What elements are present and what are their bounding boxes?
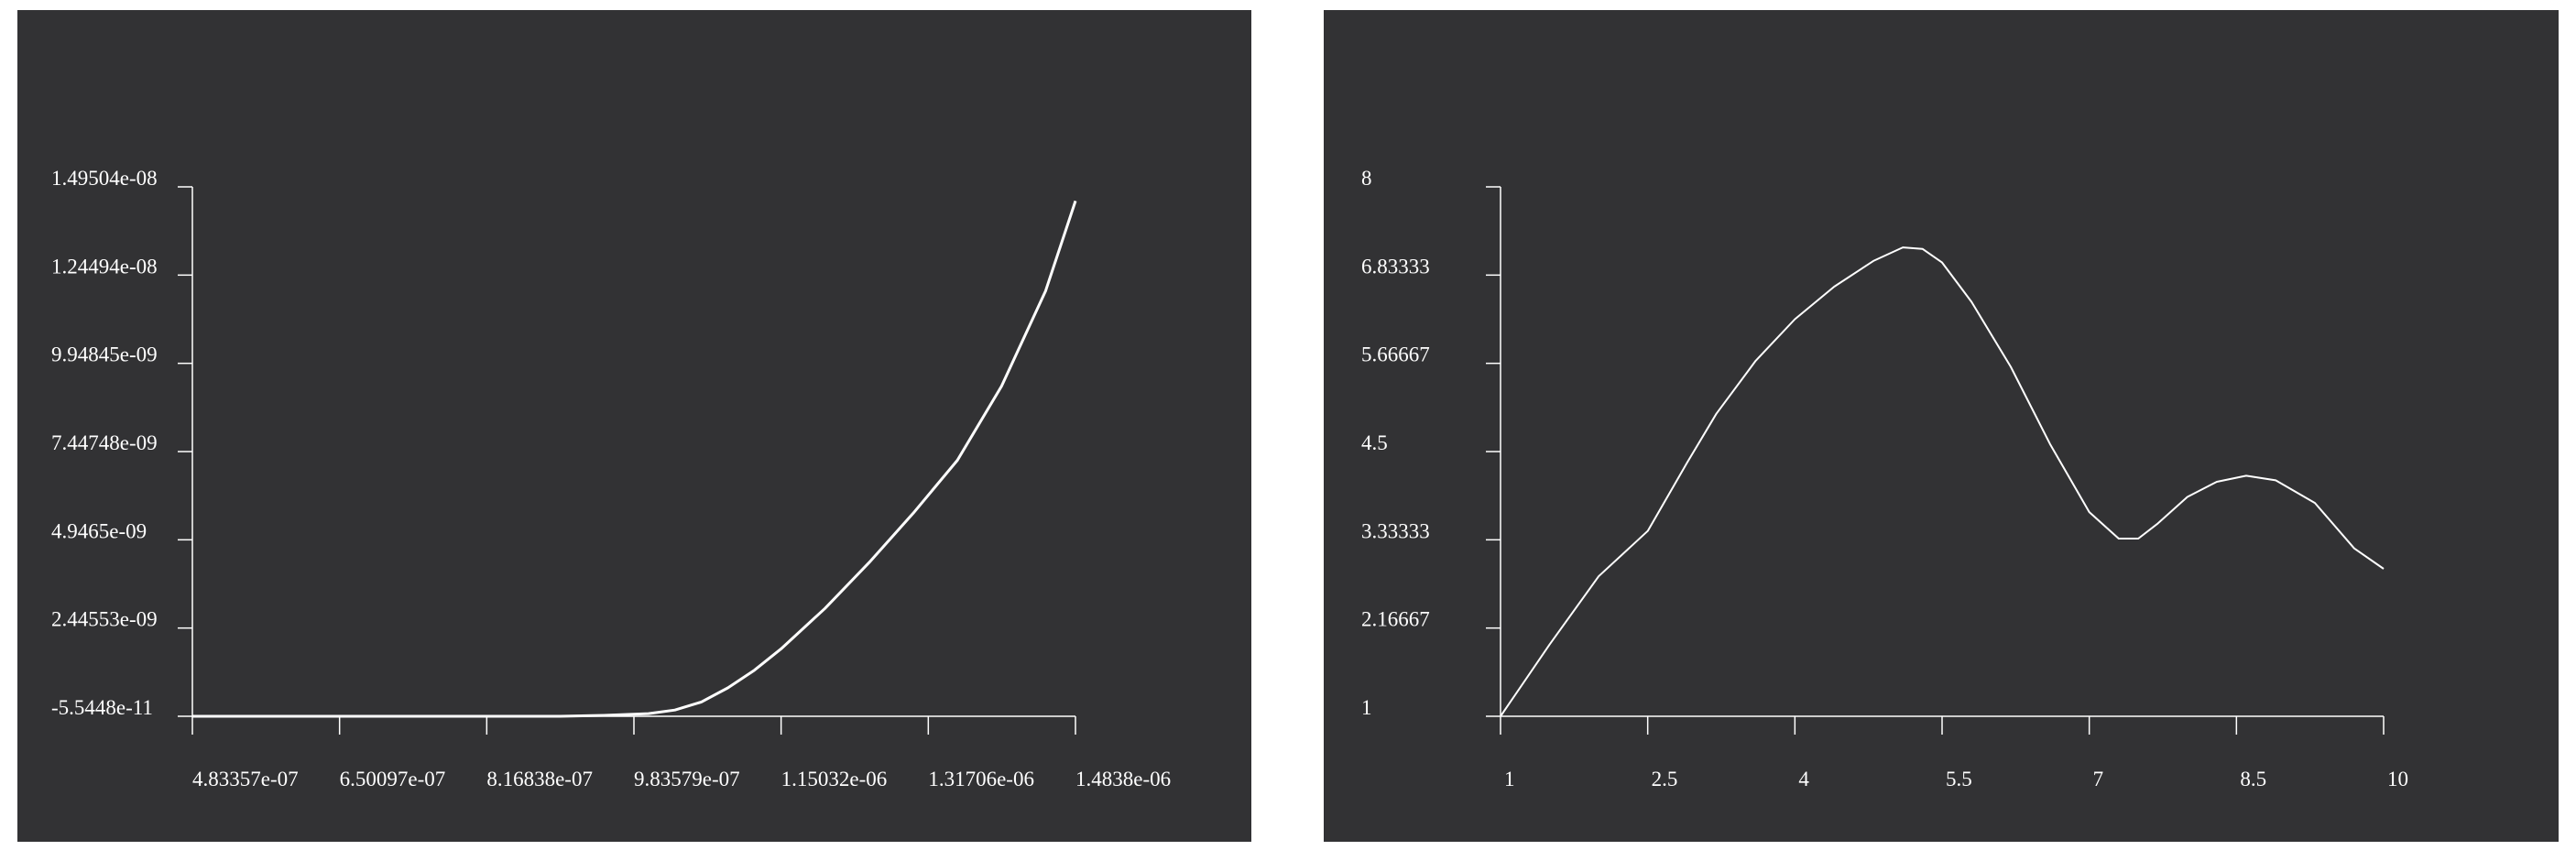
y-tick-label: 1.49504e-08 [51, 167, 158, 190]
x-tick-label: 1 [1504, 768, 1515, 790]
x-tick-label: 8.5 [2240, 768, 2266, 790]
chart-panel-right [1324, 10, 2559, 842]
y-tick-label: 1.24494e-08 [51, 255, 158, 278]
chart-1: -5.5448e-11 2.44553e-09 4.9465e-09 7.44748e… [51, 167, 1171, 790]
x-tick-label: 2.5 [1652, 768, 1678, 790]
y-tick-label: 3.33333 [1361, 519, 1430, 542]
x-tick-label: 1.31706e-06 [928, 768, 1034, 790]
y-tick-label: 1 [1361, 696, 1372, 719]
y-tick-label: 5.66667 [1361, 343, 1430, 366]
series-line-1 [1500, 246, 2385, 717]
x-tick-label: 7 [2093, 768, 2104, 790]
x-tick-label: 1.4838e-06 [1075, 768, 1171, 790]
chart-2: 1 2.16667 3.33333 4.5 5.66667 6.83333 8 1 2.5 4 5.… [1361, 167, 2408, 790]
y-tick-label: 4.5 [1361, 431, 1388, 454]
x-tick-label: 6.50097e-07 [340, 768, 446, 790]
y-tick-label: 8 [1361, 167, 1372, 190]
chart-panel-left [17, 10, 1251, 842]
x-tick-label: 4.83357e-07 [192, 768, 299, 790]
x-tick-label: 10 [2387, 768, 2408, 790]
x-tick-label: 4 [1798, 768, 1809, 790]
y-tick-label: 2.44553e-09 [51, 608, 158, 631]
y-tick-label: -5.5448e-11 [51, 696, 153, 719]
y-tick-label: 4.9465e-09 [51, 519, 147, 542]
series-line-1 [192, 200, 1077, 718]
y-tick-label: 2.16667 [1361, 608, 1430, 631]
x-tick-label: 8.16838e-07 [486, 768, 593, 790]
x-tick-label: 9.83579e-07 [634, 768, 740, 790]
y-tick-label: 7.44748e-09 [51, 431, 158, 454]
y-tick-label: 9.94845e-09 [51, 343, 158, 366]
x-tick-label: 5.5 [1946, 768, 1972, 790]
x-tick-label: 1.15032e-06 [781, 768, 888, 790]
y-tick-label: 6.83333 [1361, 255, 1430, 278]
